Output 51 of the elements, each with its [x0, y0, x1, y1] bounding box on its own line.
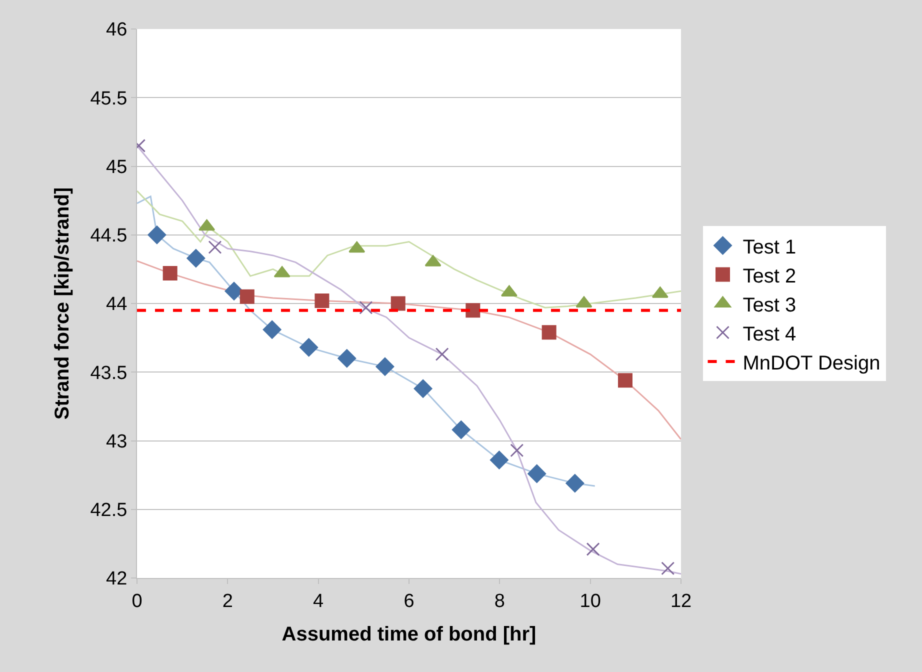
point: [528, 464, 546, 483]
y-tick-label: 43: [106, 431, 128, 452]
point: [300, 338, 318, 357]
x-tick-label: 6: [404, 590, 414, 612]
point: [566, 474, 584, 492]
point: [414, 379, 432, 398]
point: [618, 373, 632, 388]
x-axis-title: Assumed time of bond [hr]: [282, 623, 536, 646]
y-tick-label: 44.5: [90, 226, 128, 247]
x-tick-label: 2: [222, 590, 233, 612]
x-tick-label: 8: [494, 590, 505, 612]
legend-label: Test 4: [742, 323, 796, 346]
x-tick-label: 4: [313, 590, 324, 612]
y-tick-label: 42.5: [90, 500, 128, 522]
point: [452, 420, 470, 439]
point: [490, 450, 508, 470]
y-tick-label: 44: [106, 294, 128, 316]
legend-label: Test 3: [742, 294, 796, 316]
point: [376, 357, 394, 376]
point: [359, 300, 373, 314]
point: [186, 249, 206, 268]
point: [542, 325, 556, 340]
point: [198, 219, 216, 231]
x-tick-label: 12: [670, 590, 692, 612]
point: [262, 320, 282, 339]
y-tick-label: 45: [106, 156, 128, 178]
point: [586, 542, 600, 556]
x-tick-label: 0: [132, 590, 142, 612]
legend-label: Test 1: [742, 236, 796, 258]
y-tick-label: 43.5: [90, 362, 128, 384]
point: [466, 303, 480, 318]
point: [240, 289, 254, 304]
y-axis-title: Strand force [kip/strand]: [52, 187, 74, 420]
point: [661, 562, 675, 576]
point: [162, 266, 178, 281]
point: [314, 294, 330, 308]
legend-label: MnDOT Design: [742, 352, 880, 374]
point: [338, 349, 356, 368]
x-tick-label: 10: [580, 590, 601, 612]
point: [208, 240, 222, 254]
point: [224, 282, 244, 300]
point: [348, 241, 366, 253]
point: [500, 285, 518, 297]
y-tick-label: 45.5: [90, 88, 128, 110]
y-tick-label: 42: [106, 568, 128, 590]
point: [390, 296, 406, 311]
point: [148, 226, 166, 244]
legend-label: Test 2: [742, 265, 796, 288]
point: [510, 444, 524, 458]
y-tick-label: 46: [106, 20, 128, 41]
point: [435, 348, 449, 362]
